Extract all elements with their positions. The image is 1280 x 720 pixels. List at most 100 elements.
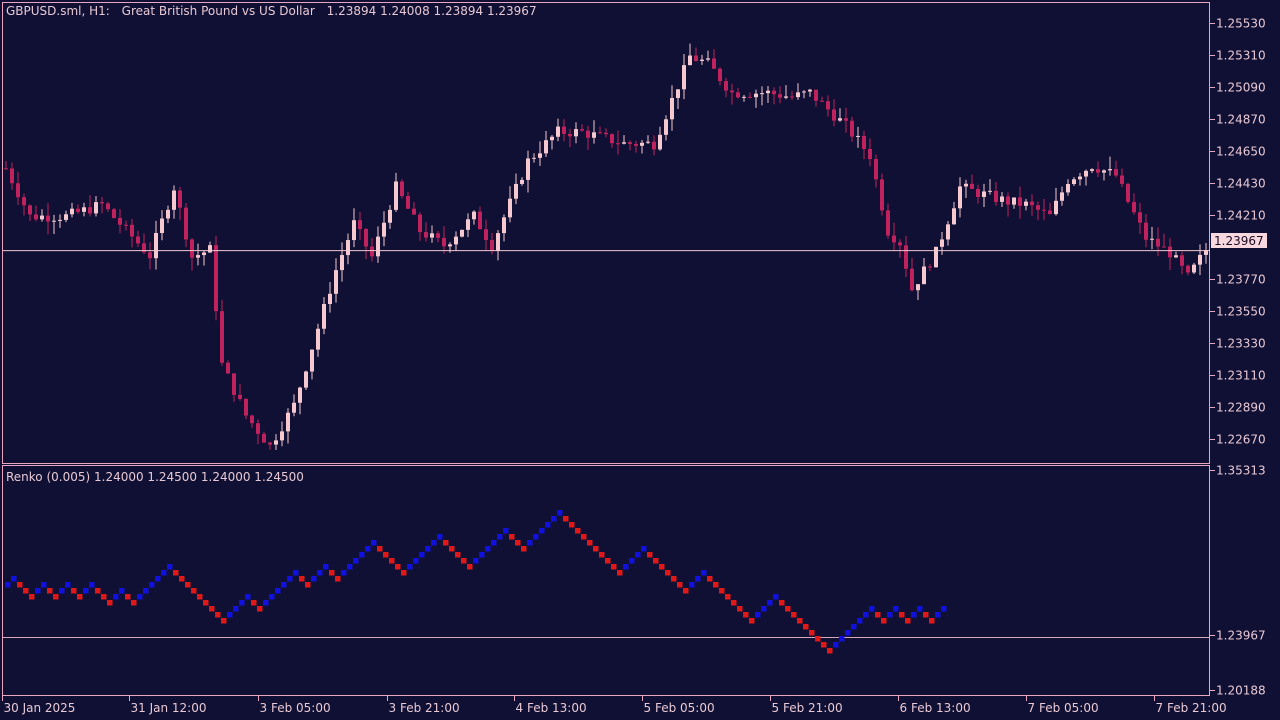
candle-body: [940, 239, 944, 247]
renko-brick-down: [461, 558, 467, 564]
time-tick-label: 4 Feb 13:00: [516, 701, 587, 715]
candle-body: [772, 90, 776, 95]
renko-brick-up: [755, 612, 761, 618]
candle-body: [928, 266, 932, 268]
candle-body: [922, 266, 926, 285]
candle-body: [748, 96, 752, 98]
renko-brick-down: [131, 600, 137, 606]
candle-body: [1198, 254, 1202, 265]
candle-body: [874, 159, 878, 180]
candle-body: [190, 239, 194, 258]
price-tick-label: 1.24430: [1216, 177, 1266, 191]
candle-body: [1108, 169, 1112, 171]
renko-brick-up: [917, 606, 923, 612]
renko-brick-up: [119, 588, 125, 594]
candle-body: [58, 219, 62, 221]
renko-brick-down: [653, 558, 659, 564]
candle-body: [142, 243, 146, 253]
candle-body: [634, 144, 638, 146]
renko-brick-down: [677, 582, 683, 588]
candle-body: [976, 188, 980, 197]
renko-brick-up: [437, 534, 443, 540]
candle-body: [550, 136, 554, 141]
candle-body: [580, 129, 584, 131]
renko-brick-down: [605, 558, 611, 564]
price-tick-label: 1.25310: [1216, 49, 1266, 63]
renko-brick-down: [587, 540, 593, 546]
candle-body: [94, 202, 98, 214]
candle-body: [262, 433, 266, 443]
renko-brick-down: [617, 570, 623, 576]
price-tick-label: 1.24650: [1216, 145, 1266, 159]
candle-body: [214, 245, 218, 312]
renko-brick-up: [65, 582, 71, 588]
renko-brick-up: [269, 594, 275, 600]
renko-panel[interactable]: Renko (0.005) 1.24000 1.24500 1.24000 1.…: [2, 464, 1266, 698]
candle-body: [1042, 209, 1046, 211]
candle-body: [4, 168, 8, 170]
renko-brick-up: [365, 546, 371, 552]
renko-brick-down: [251, 600, 257, 606]
candle-body: [166, 209, 170, 219]
current-price-tag-bg: [1211, 233, 1267, 248]
candle-body: [478, 211, 482, 230]
candle-body: [970, 183, 974, 189]
candle-body: [1048, 210, 1052, 215]
candle-body: [1168, 246, 1172, 258]
renko-brick-down: [389, 558, 395, 564]
renko-brick-down: [71, 588, 77, 594]
candle-body: [514, 183, 518, 199]
candle-body: [298, 387, 302, 403]
renko-brick-up: [311, 576, 317, 582]
renko-brick-up: [431, 540, 437, 546]
renko-brick-up: [113, 594, 119, 600]
candle-body: [358, 220, 362, 229]
renko-brick-up: [869, 606, 875, 612]
renko-brick-up: [149, 582, 155, 588]
candle-body: [988, 190, 992, 192]
candle-body: [706, 58, 710, 60]
renko-brick-up: [935, 612, 941, 618]
renko-brick-down: [107, 600, 113, 606]
candle-body: [718, 68, 722, 82]
renko-brick-up: [941, 606, 947, 612]
candle-body: [682, 65, 686, 90]
renko-brick-down: [215, 612, 221, 618]
renko-brick-up: [695, 576, 701, 582]
renko-brick-up: [887, 612, 893, 618]
candle-body: [112, 209, 116, 218]
renko-brick-up: [545, 522, 551, 528]
candle-body: [304, 371, 308, 388]
price-panel[interactable]: GBPUSD.sml, H1: Great British Pound vs U…: [2, 2, 1268, 464]
candle-body: [664, 119, 668, 135]
renko-brick-down: [47, 588, 53, 594]
candle-body: [202, 252, 206, 256]
renko-brick-down: [299, 576, 305, 582]
renko-brick-down: [401, 570, 407, 576]
renko-brick-down: [737, 606, 743, 612]
renko-brick-down: [509, 534, 515, 540]
candle-body: [568, 133, 572, 137]
chart-header: GBPUSD.sml, H1: Great British Pound vs U…: [6, 4, 537, 18]
renko-brick-up: [137, 594, 143, 600]
candle-body: [388, 209, 392, 223]
candle-body: [1174, 255, 1178, 258]
renko-brick-up: [41, 582, 47, 588]
candle-body: [232, 373, 236, 395]
candle-body: [1126, 183, 1130, 202]
renko-brick-up: [5, 582, 11, 588]
renko-brick-up: [851, 624, 857, 630]
ohlc-values: 1.23894 1.24008 1.23894 1.23967: [327, 4, 537, 18]
renko-brick-down: [179, 576, 185, 582]
renko-brick-up: [413, 558, 419, 564]
candle-body: [16, 183, 20, 198]
time-tick-label: 5 Feb 05:00: [644, 701, 715, 715]
price-tick-label: 1.23770: [1216, 273, 1266, 287]
candle-body: [700, 59, 704, 61]
renko-brick-up: [767, 600, 773, 606]
renko-brick-up: [167, 564, 173, 570]
renko-brick-down: [905, 618, 911, 624]
candle-body: [994, 190, 998, 202]
renko-brick-down: [569, 522, 575, 528]
